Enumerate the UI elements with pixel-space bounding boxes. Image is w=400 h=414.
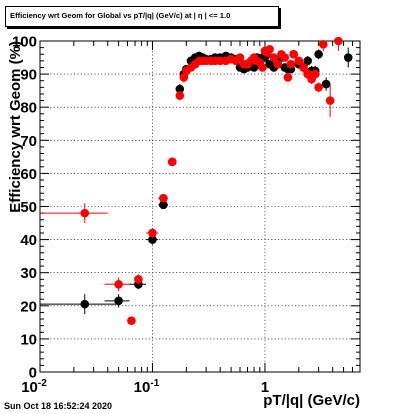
data-point-series-1 (175, 84, 185, 94)
data-point-series-2 (310, 69, 320, 79)
data-point-series-2 (148, 228, 157, 238)
data-point-series-1 (303, 56, 313, 66)
data-point-series-2 (314, 83, 323, 92)
y-tick-label: 40 (20, 232, 37, 249)
data-point-series-1 (159, 200, 168, 210)
data-point-series-2 (265, 44, 274, 54)
data-point-series-2 (283, 73, 293, 82)
data-point-series-2 (159, 193, 168, 203)
data-point-series-1 (314, 49, 323, 59)
data-point-series-1 (148, 235, 157, 244)
data-point-series-2 (258, 63, 267, 72)
data-point-series-2 (167, 157, 177, 167)
data-point-series-2 (114, 279, 123, 289)
x-tick-label: 1 (261, 379, 269, 396)
data-point-series-2 (134, 275, 143, 284)
data-point-series-1 (321, 79, 331, 89)
data-point-series-2 (175, 91, 185, 100)
data-point-series-2 (334, 36, 343, 46)
y-axis-label: Efficiency wrt Geom (%) (7, 41, 24, 213)
y-tick-label: 100 (12, 34, 37, 51)
data-point-series-2 (273, 59, 283, 69)
data-point-series-2 (325, 96, 335, 105)
timestamp-label: Sun Oct 18 16:52:24 2020 (4, 401, 113, 411)
y-tick-label: 20 (20, 298, 37, 315)
y-tick-label: 80 (20, 100, 37, 117)
y-tick-label: 70 (20, 133, 37, 150)
data-point-series-2 (294, 56, 304, 66)
chart-title: Efficiency wrt Geom for Global vs pT/|q|… (10, 11, 231, 20)
data-point-series-2 (318, 40, 328, 49)
data-point-series-2 (80, 208, 90, 218)
x-tick-label: 10-1 (134, 378, 160, 396)
y-tick-label: 10 (20, 331, 37, 348)
data-point-series-2 (179, 73, 189, 82)
y-tick-label: 90 (20, 67, 37, 84)
data-point-series-2 (280, 53, 290, 62)
x-axis-label: pT/|q| (GeV/c) (263, 392, 360, 409)
x-tick-label: 10-2 (21, 378, 47, 396)
chart-title-box: Efficiency wrt Geom for Global vs pT/|q|… (5, 6, 279, 27)
data-point-series-1 (343, 53, 353, 62)
data-point-series-1 (114, 296, 123, 306)
data-point-series-2 (269, 53, 279, 62)
y-tick-label: 50 (20, 199, 37, 216)
data-point-series-2 (127, 316, 136, 325)
y-tick-label: 60 (20, 166, 37, 183)
data-point-series-1 (80, 299, 90, 309)
data-point-series-2 (299, 63, 308, 72)
y-tick-label: 0 (29, 365, 37, 382)
data-point-series-2 (286, 59, 296, 69)
y-tick-label: 30 (20, 265, 37, 282)
data-point-series-2 (235, 53, 245, 62)
data-point-series-2 (289, 49, 298, 59)
